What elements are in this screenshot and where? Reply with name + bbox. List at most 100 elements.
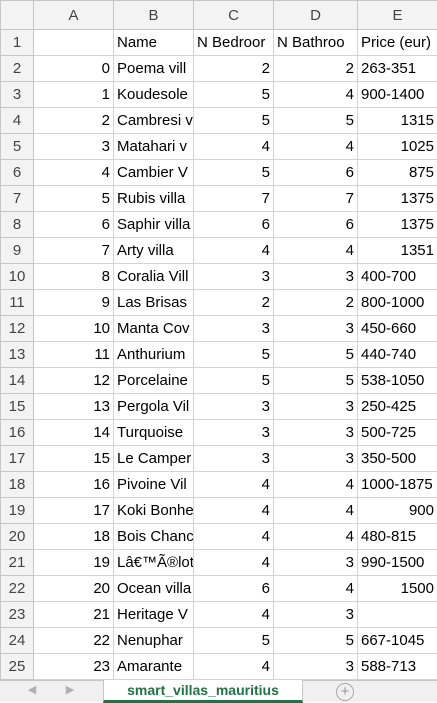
cell-a[interactable]: 6 (34, 212, 114, 238)
cell-b[interactable]: Porcelaine (114, 368, 194, 394)
cell-b[interactable]: Turquoise (114, 420, 194, 446)
cell-c[interactable]: 5 (194, 342, 274, 368)
cell-c[interactable]: 4 (194, 550, 274, 576)
cell-b[interactable]: Amarante (114, 654, 194, 680)
cell-c[interactable]: 5 (194, 160, 274, 186)
cell-e[interactable]: 800-1000 (358, 290, 437, 316)
cell-d[interactable]: 4 (274, 472, 358, 498)
cell-c[interactable]: 3 (194, 420, 274, 446)
row-header[interactable]: 3 (1, 82, 34, 108)
column-header-d[interactable]: D (274, 1, 358, 30)
cell-a[interactable]: 15 (34, 446, 114, 472)
row-header[interactable]: 12 (1, 316, 34, 342)
cell-c[interactable]: 4 (194, 654, 274, 680)
cell-d[interactable]: 5 (274, 368, 358, 394)
row-header[interactable]: 25 (1, 654, 34, 680)
cell-d[interactable]: 3 (274, 394, 358, 420)
cell-c[interactable]: 2 (194, 290, 274, 316)
row-header[interactable]: 16 (1, 420, 34, 446)
cell-a[interactable]: 19 (34, 550, 114, 576)
cell-a[interactable]: 1 (34, 82, 114, 108)
cell-e[interactable]: 1351 (358, 238, 437, 264)
cell-e[interactable]: 450-660 (358, 316, 437, 342)
plus-circle-icon[interactable]: + (336, 683, 354, 701)
cell-e[interactable]: 875 (358, 160, 437, 186)
cell-a[interactable]: 11 (34, 342, 114, 368)
cell-b[interactable]: Koudesole (114, 82, 194, 108)
cell-a[interactable]: 23 (34, 654, 114, 680)
cell-e[interactable]: 480-815 (358, 524, 437, 550)
row-header[interactable]: 22 (1, 576, 34, 602)
cell-a[interactable]: 20 (34, 576, 114, 602)
cell-a[interactable]: 13 (34, 394, 114, 420)
cell-d[interactable]: 4 (274, 134, 358, 160)
row-header[interactable]: 4 (1, 108, 34, 134)
cell-c[interactable]: 3 (194, 316, 274, 342)
row-header[interactable]: 17 (1, 446, 34, 472)
row-header[interactable]: 2 (1, 56, 34, 82)
cell-b[interactable]: Lâ€™Ã®lot (114, 550, 194, 576)
cell-e[interactable]: 1375 (358, 186, 437, 212)
cell-c[interactable]: 5 (194, 368, 274, 394)
row-header[interactable]: 21 (1, 550, 34, 576)
cell-a[interactable]: 18 (34, 524, 114, 550)
cell-d[interactable]: 4 (274, 498, 358, 524)
cell-c[interactable]: 4 (194, 238, 274, 264)
select-all-corner[interactable] (1, 1, 34, 30)
cell-b[interactable]: Le Camper (114, 446, 194, 472)
row-header[interactable]: 20 (1, 524, 34, 550)
row-header[interactable]: 15 (1, 394, 34, 420)
cell-c[interactable]: 4 (194, 472, 274, 498)
cell-c[interactable]: 5 (194, 628, 274, 654)
row-header[interactable]: 11 (1, 290, 34, 316)
cell-b[interactable]: Saphir villa (114, 212, 194, 238)
row-header[interactable]: 9 (1, 238, 34, 264)
cell-e[interactable]: 350-500 (358, 446, 437, 472)
cell-b[interactable]: Cambier V (114, 160, 194, 186)
cell-d[interactable]: 6 (274, 160, 358, 186)
cell-d[interactable]: N Bathroo (274, 30, 358, 56)
cell-a[interactable]: 2 (34, 108, 114, 134)
triangle-left-icon[interactable]: ◀ (24, 683, 40, 696)
cell-e[interactable]: 250-425 (358, 394, 437, 420)
cell-a[interactable]: 21 (34, 602, 114, 628)
cell-e[interactable]: 500-725 (358, 420, 437, 446)
sheet-tab-smart-villas-mauritius[interactable]: smart_villas_mauritius (103, 680, 303, 703)
cell-c[interactable]: 4 (194, 602, 274, 628)
row-header[interactable]: 1 (1, 30, 34, 56)
cell-d[interactable]: 3 (274, 654, 358, 680)
row-header[interactable]: 8 (1, 212, 34, 238)
cell-e[interactable]: 1500 (358, 576, 437, 602)
row-header[interactable]: 18 (1, 472, 34, 498)
cell-e[interactable]: 667-1045 (358, 628, 437, 654)
cell-b[interactable]: Cambresi v (114, 108, 194, 134)
cell-b[interactable]: Name (114, 30, 194, 56)
cell-d[interactable]: 5 (274, 342, 358, 368)
cell-e[interactable]: 400-700 (358, 264, 437, 290)
row-header[interactable]: 13 (1, 342, 34, 368)
row-header[interactable]: 7 (1, 186, 34, 212)
cell-b[interactable]: Anthurium (114, 342, 194, 368)
cell-e[interactable]: 440-740 (358, 342, 437, 368)
cell-b[interactable]: Arty villa (114, 238, 194, 264)
cell-c[interactable]: N Bedroor (194, 30, 274, 56)
cell-b[interactable]: Rubis villa (114, 186, 194, 212)
cell-e[interactable]: 1315 (358, 108, 437, 134)
cell-d[interactable]: 3 (274, 420, 358, 446)
cell-d[interactable]: 3 (274, 602, 358, 628)
cell-a[interactable]: 5 (34, 186, 114, 212)
row-header[interactable]: 5 (1, 134, 34, 160)
cell-b[interactable]: Pivoine Vil (114, 472, 194, 498)
cell-e[interactable]: 900 (358, 498, 437, 524)
cell-d[interactable]: 4 (274, 576, 358, 602)
cell-e[interactable]: 1000-1875 (358, 472, 437, 498)
cell-d[interactable]: 3 (274, 550, 358, 576)
cell-c[interactable]: 2 (194, 56, 274, 82)
cell-b[interactable]: Matahari v (114, 134, 194, 160)
cell-c[interactable]: 7 (194, 186, 274, 212)
cell-c[interactable]: 4 (194, 498, 274, 524)
column-header-e[interactable]: E (358, 1, 437, 30)
cell-a[interactable]: 7 (34, 238, 114, 264)
cell-d[interactable]: 6 (274, 212, 358, 238)
cell-d[interactable]: 7 (274, 186, 358, 212)
